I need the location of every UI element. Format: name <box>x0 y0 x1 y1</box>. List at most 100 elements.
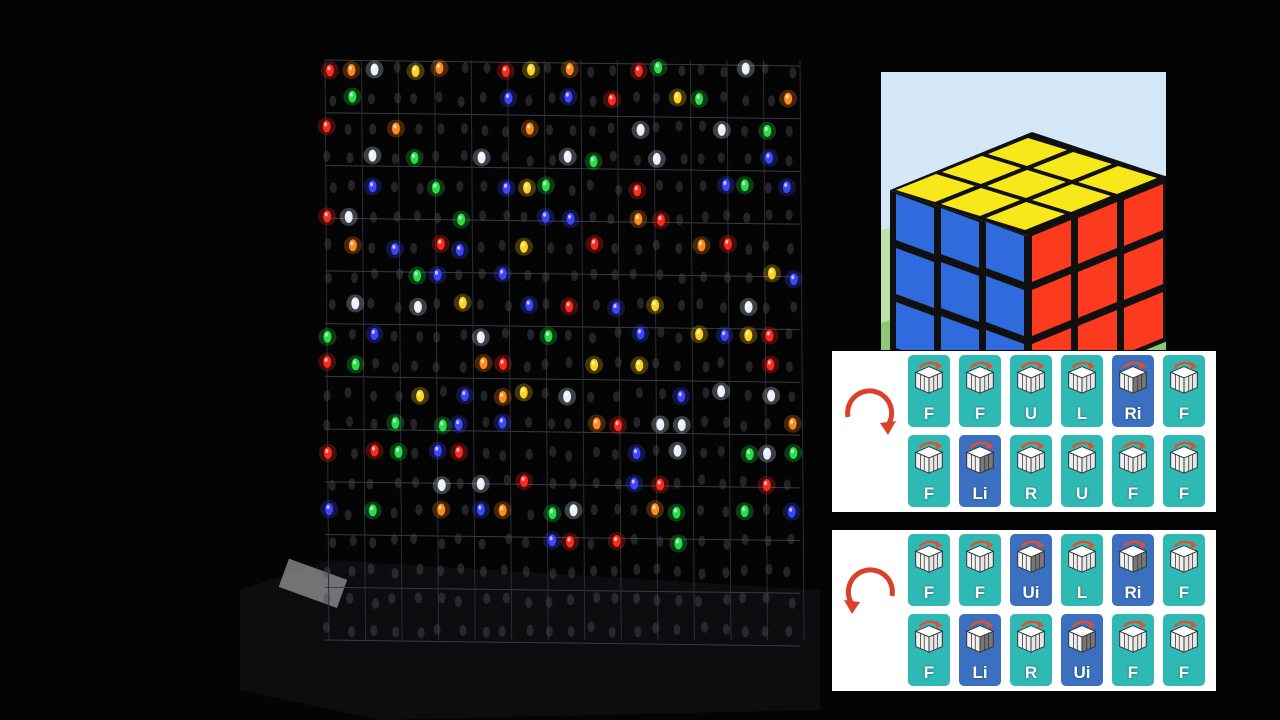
move-tile: L <box>1061 355 1103 427</box>
led-highlight <box>353 360 357 365</box>
led-highlight <box>372 65 376 70</box>
led-unlit <box>697 153 705 165</box>
led-unlit <box>499 450 507 462</box>
led-highlight <box>438 505 442 510</box>
led-lit <box>767 267 776 280</box>
led-unlit <box>545 596 553 608</box>
led-unlit <box>478 538 486 550</box>
led-highlight <box>594 419 598 424</box>
led-highlight <box>500 392 504 397</box>
led-lit <box>614 419 623 432</box>
led-lit <box>744 300 753 313</box>
led-lit <box>651 299 660 312</box>
led-unlit <box>437 123 445 135</box>
led-unlit <box>505 533 513 545</box>
led-unlit <box>457 96 465 108</box>
led-lit <box>520 474 529 487</box>
led-unlit <box>720 91 728 103</box>
led-lit <box>612 302 621 315</box>
led-unlit <box>435 91 443 103</box>
led-lit <box>787 505 796 518</box>
led-unlit <box>390 507 398 519</box>
cube-label-card <box>278 558 348 609</box>
rubik-sticker-blue <box>896 194 934 254</box>
led-lit <box>636 327 645 340</box>
led-unlit <box>322 621 330 633</box>
move-tile: U <box>1061 435 1103 507</box>
led-unlit <box>587 538 595 550</box>
led-unlit <box>344 387 352 399</box>
led-unlit <box>633 91 641 103</box>
led-unlit <box>633 592 641 604</box>
led-highlight <box>478 505 482 510</box>
led-highlight <box>479 153 483 158</box>
wire-row <box>324 534 801 542</box>
led-unlit <box>394 477 402 489</box>
led-unlit <box>739 475 747 487</box>
led-unlit <box>482 447 490 459</box>
led-lit <box>569 504 578 517</box>
led-unlit <box>588 125 596 137</box>
led-unlit <box>433 298 441 310</box>
led-unlit <box>656 268 664 280</box>
led-lit <box>523 181 532 194</box>
led-unlit <box>698 568 706 580</box>
cube-turn-up-icon <box>1016 361 1046 394</box>
led-lit <box>695 328 704 341</box>
led-unlit <box>369 537 377 549</box>
wire-row <box>324 586 801 594</box>
led-highlight <box>524 183 528 188</box>
led-highlight <box>326 505 330 510</box>
led-lit <box>766 358 775 371</box>
move-label: Li <box>972 663 988 682</box>
led-lit <box>764 151 773 164</box>
led-unlit <box>589 211 597 223</box>
led-unlit <box>788 391 796 403</box>
move-label: Li <box>972 484 988 503</box>
led-lit <box>391 122 400 135</box>
led-lit <box>433 444 442 457</box>
rubik-sticker-blue <box>941 208 979 268</box>
led-highlight <box>635 214 639 219</box>
led-unlit <box>630 504 638 516</box>
led-highlight <box>790 449 794 454</box>
led-lit <box>656 478 665 491</box>
led-lit <box>589 155 598 168</box>
move-tile: F <box>1112 614 1154 686</box>
led-highlight <box>527 124 531 129</box>
cube-turn-right-inverse-icon <box>1118 361 1148 394</box>
led-lit <box>677 390 686 403</box>
rubik-sticker-blue <box>941 316 979 350</box>
led-highlight <box>767 331 771 336</box>
led-unlit <box>348 478 356 490</box>
led-unlit <box>700 447 708 459</box>
led-unlit <box>329 537 337 549</box>
led-unlit <box>392 626 400 638</box>
led-unlit <box>593 592 601 604</box>
led-unlit <box>696 298 704 310</box>
led-unlit <box>542 271 550 283</box>
led-unlit <box>787 533 795 545</box>
move-label: Ri <box>1124 583 1142 602</box>
led-unlit <box>454 533 462 545</box>
cube-turn-up-inverse-icon <box>1067 620 1097 653</box>
led-unlit <box>673 360 681 372</box>
wire-row <box>324 112 801 120</box>
move-label: Ui <box>1022 583 1040 602</box>
led-lit <box>519 240 528 253</box>
led-unlit <box>344 124 352 136</box>
led-highlight <box>678 392 682 397</box>
led-highlight <box>543 212 547 217</box>
led-lit <box>323 330 332 343</box>
led-highlight <box>591 239 595 244</box>
led-unlit <box>565 243 573 255</box>
led-unlit <box>324 272 332 284</box>
led-lit <box>477 151 486 164</box>
led-lit <box>455 243 464 256</box>
led-unlit <box>652 121 660 133</box>
led-unlit <box>762 302 770 314</box>
led-unlit <box>589 332 597 344</box>
move-label: Ui <box>1073 663 1091 682</box>
led-unlit <box>410 242 418 254</box>
rubiks-cube-icon <box>881 72 1166 350</box>
